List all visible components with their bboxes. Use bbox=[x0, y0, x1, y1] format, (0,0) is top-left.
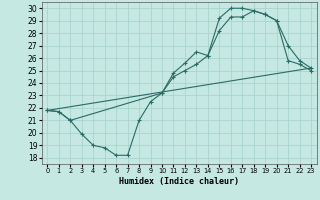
X-axis label: Humidex (Indice chaleur): Humidex (Indice chaleur) bbox=[119, 177, 239, 186]
